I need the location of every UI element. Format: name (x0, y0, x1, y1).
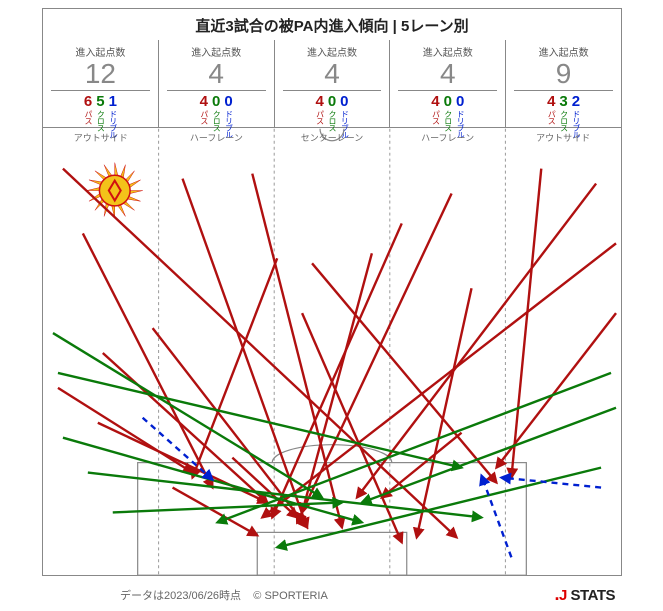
lane-col: 進入起点数 12 6 パス 5 クロス 1 ドリブル (43, 40, 159, 127)
entry-arrow (417, 288, 472, 537)
lane-total: 4 (283, 59, 382, 91)
entry-arrow (481, 476, 511, 558)
lane-name: アウトサイド (505, 128, 621, 144)
footer: データは2023/06/26時点 © SPORTERIA .J STATS (0, 584, 663, 605)
lane-total: 4 (398, 59, 497, 91)
lane-names-row: アウトサイドハーフレーンセンターレーンハーフレーンアウトサイド (43, 128, 621, 144)
lane-metric-label: 進入起点数 (275, 44, 390, 59)
lane-name: センターレーン (274, 128, 390, 144)
lane-col: 進入起点数 4 4 パス 0 クロス 0 ドリブル (275, 40, 391, 127)
entry-arrow (217, 373, 611, 522)
pitch-svg (43, 128, 621, 576)
entry-arrow (362, 408, 616, 503)
chart-container: 直近3試合の被PA内進入傾向 | 5レーン別 進入起点数 12 6 パス 5 ク… (42, 8, 622, 576)
footer-left: データは2023/06/26時点 © SPORTERIA (120, 587, 328, 603)
brand-logo: .J STATS (555, 584, 615, 605)
brand-stats: STATS (571, 587, 615, 604)
lane-col: 進入起点数 4 4 パス 0 クロス 0 ドリブル (390, 40, 506, 127)
lane-metric-label: 進入起点数 (43, 44, 158, 59)
lane-metric-label: 進入起点数 (506, 44, 621, 59)
lane-total: 12 (51, 59, 150, 91)
lane-col: 進入起点数 4 4 パス 0 クロス 0 ドリブル (159, 40, 275, 127)
entry-arrow (183, 179, 308, 528)
entry-arrow (103, 353, 267, 502)
team-badge-icon (87, 163, 143, 219)
lane-col: 進入起点数 9 4 パス 3 クロス 2 ドリブル (506, 40, 621, 127)
entry-arrow (277, 468, 601, 548)
lane-total: 9 (514, 59, 613, 91)
lane-name: ハーフレーン (159, 128, 275, 144)
copyright: © SPORTERIA (253, 590, 328, 602)
lanes-header: 進入起点数 12 6 パス 5 クロス 1 ドリブル 進入起点数 4 4 パス (43, 40, 621, 128)
entry-arrow (511, 169, 541, 478)
brand-j: J (559, 587, 567, 604)
pitch-area: アウトサイドハーフレーンセンターレーンハーフレーンアウトサイド (43, 128, 621, 576)
lane-metric-label: 進入起点数 (390, 44, 505, 59)
lane-metric-label: 進入起点数 (159, 44, 274, 59)
lane-name: ハーフレーン (390, 128, 506, 144)
lane-name: アウトサイド (43, 128, 159, 144)
lane-total: 4 (167, 59, 266, 91)
chart-title: 直近3試合の被PA内進入傾向 | 5レーン別 (43, 9, 621, 40)
entry-arrow (272, 223, 402, 517)
data-date: データは2023/06/26時点 (120, 590, 241, 602)
